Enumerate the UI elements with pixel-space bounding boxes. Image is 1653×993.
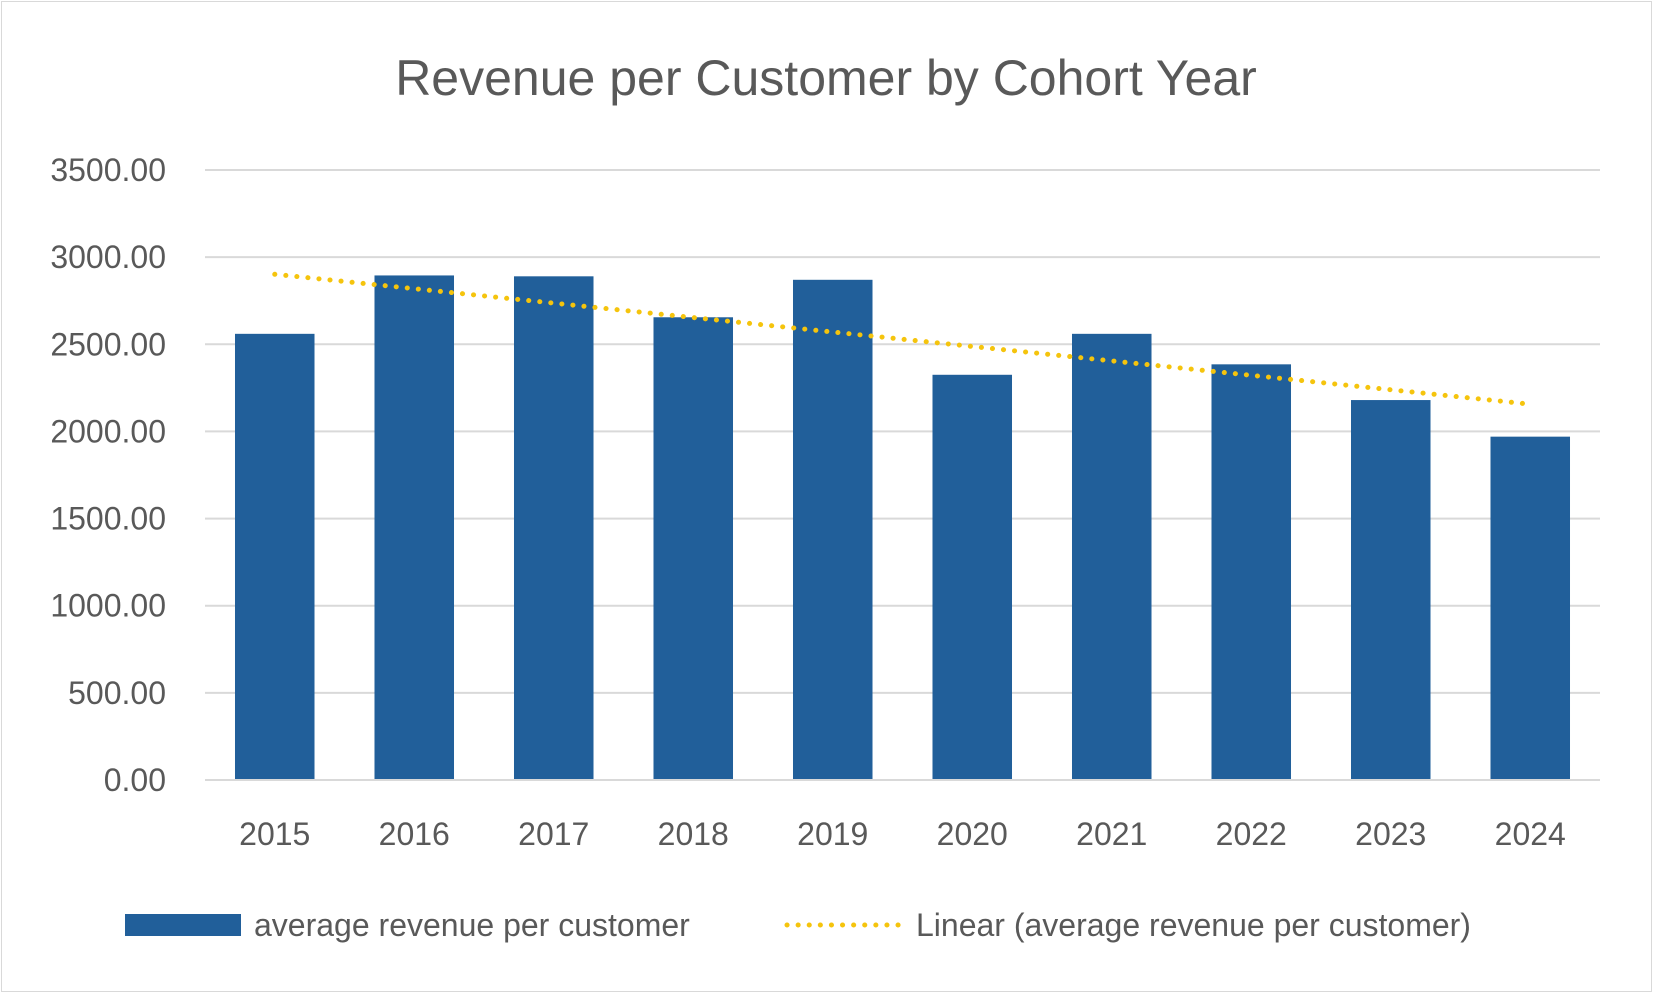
y-tick-label: 3500.00 xyxy=(50,152,166,188)
y-tick-label: 1000.00 xyxy=(50,588,166,624)
bar xyxy=(374,275,455,780)
x-tick-label: 2016 xyxy=(379,816,450,852)
x-tick-label: 2024 xyxy=(1495,816,1566,852)
x-tick-label: 2023 xyxy=(1355,816,1426,852)
bar xyxy=(234,333,315,780)
bars xyxy=(234,275,1571,780)
trendline-path xyxy=(272,271,1533,407)
y-tick-label: 1500.00 xyxy=(50,501,166,537)
bar xyxy=(1071,333,1152,780)
bar xyxy=(1211,364,1292,780)
trendline xyxy=(272,271,1533,407)
x-tick-label: 2019 xyxy=(797,816,868,852)
y-axis: 0.00 500.00 1000.00 1500.00 2000.00 2500.00 30… xyxy=(50,152,166,798)
legend-swatch-bars xyxy=(125,914,241,936)
y-tick-label: 3000.00 xyxy=(50,239,166,275)
x-tick-label: 2022 xyxy=(1216,816,1287,852)
legend-label-trendline: Linear (average revenue per customer) xyxy=(916,907,1471,943)
y-tick-label: 2000.00 xyxy=(50,413,166,449)
chart-title: Revenue per Customer by Cohort Year xyxy=(395,50,1257,106)
legend-label-bars: average revenue per customer xyxy=(254,907,690,943)
bar xyxy=(932,374,1013,780)
x-tick-label: 2021 xyxy=(1076,816,1147,852)
x-tick-label: 2017 xyxy=(518,816,589,852)
x-tick-label: 2018 xyxy=(658,816,729,852)
bar xyxy=(792,279,873,780)
bar xyxy=(513,276,594,780)
x-axis: 2015 2016 2017 2018 2019 2020 2021 2022 2023 2024 xyxy=(205,779,1600,852)
x-tick-label: 2015 xyxy=(239,816,310,852)
legend: average revenue per customer Linear (ave… xyxy=(125,907,1471,943)
y-tick-label: 2500.00 xyxy=(50,326,166,362)
bar xyxy=(653,317,734,780)
y-tick-label: 0.00 xyxy=(104,762,166,798)
bar xyxy=(1490,436,1571,780)
y-tick-label: 500.00 xyxy=(68,675,166,711)
x-tick-label: 2020 xyxy=(937,816,1008,852)
bar xyxy=(1350,400,1431,780)
